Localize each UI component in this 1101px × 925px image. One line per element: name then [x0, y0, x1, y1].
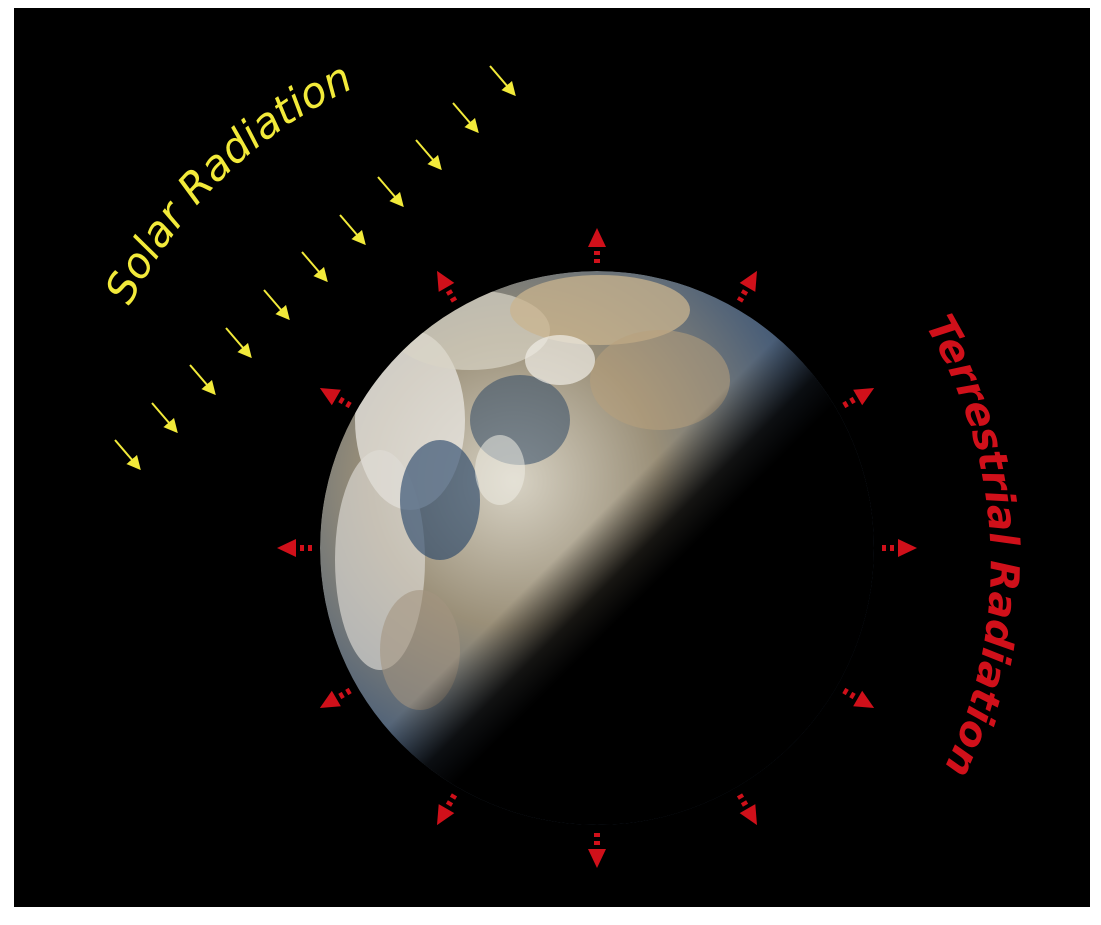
solar-ray-arrow — [151, 402, 178, 434]
terrestrial-arrow — [588, 833, 606, 868]
solar-ray-arrow — [301, 251, 328, 283]
solar-ray-arrow — [415, 139, 442, 171]
terrestrial-arrow — [437, 270, 458, 303]
terrestrial-radiation-arrows — [277, 228, 917, 868]
terrestrial-arrow — [842, 388, 875, 409]
terrestrial-arrow — [437, 793, 458, 826]
terrestrial-arrow — [588, 228, 606, 263]
terrestrial-arrow — [882, 539, 917, 557]
solar-ray-arrow — [189, 364, 216, 396]
solar-ray-arrows — [114, 65, 516, 471]
solar-ray-arrow — [339, 214, 366, 246]
earth-globe — [320, 271, 874, 825]
solar-ray-arrow — [263, 289, 290, 321]
solar-ray-arrow — [114, 439, 141, 471]
solar-ray-arrow — [225, 327, 252, 359]
solar-ray-arrow — [377, 176, 404, 208]
terrestrial-arrow — [736, 793, 757, 826]
terrestrial-arrow — [319, 687, 352, 708]
terrestrial-arrow — [842, 687, 875, 708]
terrestrial-arrow — [277, 539, 312, 557]
solar-ray-arrow — [489, 65, 516, 97]
terrestrial-arrow — [319, 388, 352, 409]
terrestrial-arrow — [736, 270, 757, 303]
solar-ray-arrow — [452, 102, 479, 134]
